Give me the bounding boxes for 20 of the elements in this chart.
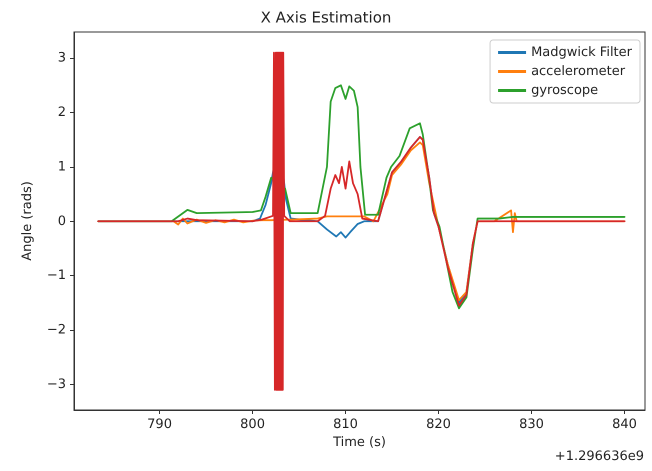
legend-label: accelerometer (531, 64, 626, 79)
chart-title: X Axis Estimation (260, 8, 392, 26)
y-tick-label: 1 (58, 159, 66, 174)
legend-label: Madgwick Filter (531, 45, 633, 60)
legend-label: gyroscope (531, 83, 598, 98)
x-tick-label: 800 (240, 417, 265, 432)
text: +1.296636e9 (554, 449, 644, 464)
y-axis-title: Angle (rads) (20, 181, 35, 261)
x-axis-title: Time (s) (332, 435, 386, 450)
y-tick-label: −1 (46, 268, 66, 284)
y-tick-label: −3 (46, 376, 66, 392)
y-tick-label: −2 (46, 322, 66, 338)
x-tick-label: 820 (426, 417, 451, 432)
y-tick-label: 3 (58, 50, 66, 66)
x-tick-label: 810 (333, 417, 358, 432)
x-tick-label: 840 (612, 417, 637, 432)
y-tick-label: 0 (58, 214, 66, 229)
y-tick-label: 2 (58, 104, 66, 120)
x-tick-label: 830 (519, 417, 544, 432)
x-tick-label: 790 (147, 417, 172, 432)
